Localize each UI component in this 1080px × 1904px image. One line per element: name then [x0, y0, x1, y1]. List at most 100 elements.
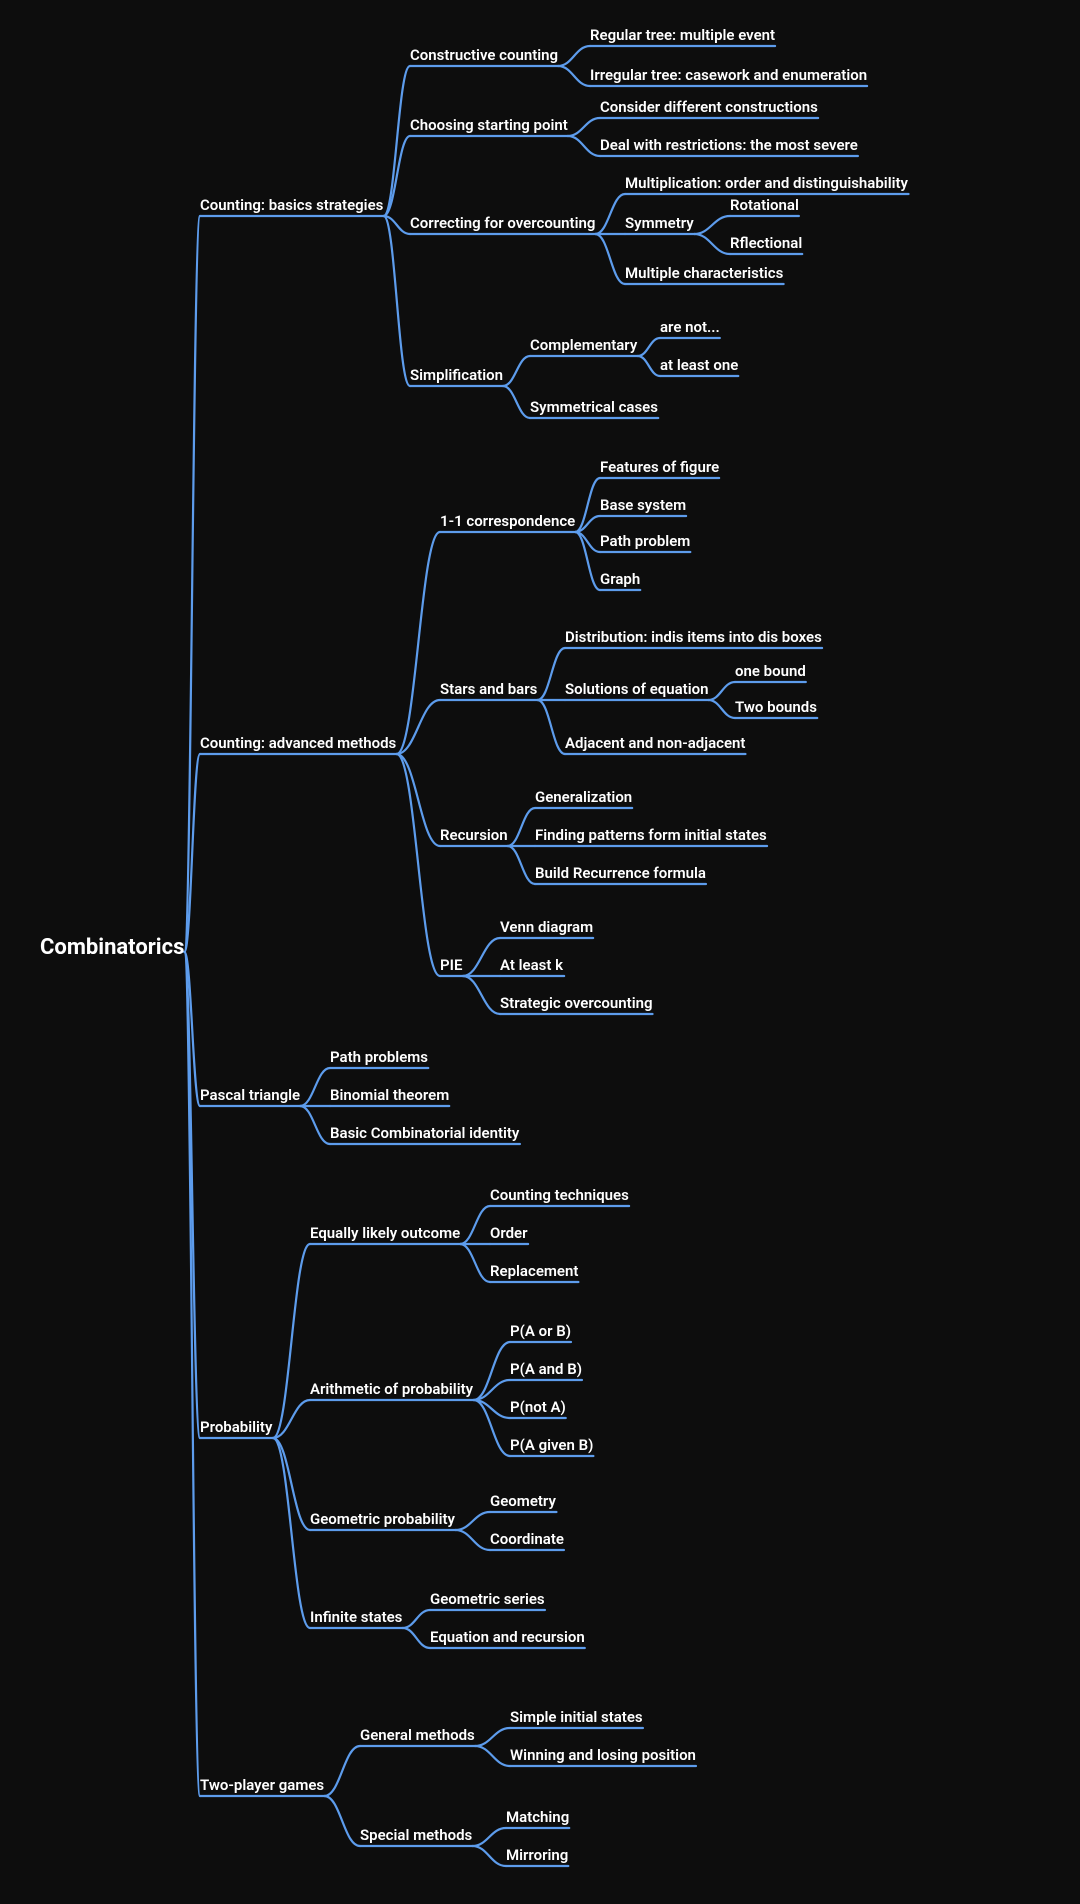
edge: [397, 532, 440, 754]
node-label: Rflectional: [730, 234, 802, 252]
edge: [273, 1438, 310, 1628]
edge: [184, 952, 200, 1796]
node-label: Irregular tree: casework and enumeration: [590, 66, 867, 84]
node-label: Counting techniques: [490, 1186, 629, 1204]
node-label: Matching: [506, 1808, 569, 1826]
node-label: Venn diagram: [500, 918, 593, 936]
node-label: Choosing starting point: [410, 116, 568, 134]
edge: [273, 1244, 310, 1438]
node-label: Graph: [600, 570, 640, 588]
node-label: Stars and bars: [440, 680, 538, 698]
edge: [638, 338, 660, 356]
node-label: Simplification: [410, 366, 503, 384]
nodes-layer: Combinatorics Counting: basics strategies…: [40, 26, 909, 1864]
node-label: Finding patterns form initial states: [535, 826, 767, 844]
edge: [403, 1628, 430, 1648]
edge: [694, 216, 730, 234]
edge: [473, 1828, 506, 1846]
node-label: Arithmetic of probability: [310, 1380, 474, 1398]
node-label: Basic Combinatorial identity: [330, 1124, 520, 1142]
node-label: Rotational: [730, 196, 799, 214]
node-label: P(not A): [510, 1398, 566, 1416]
edge: [508, 846, 535, 884]
edge: [503, 386, 530, 418]
mindmap-svg: Combinatorics Counting: basics strategies…: [0, 0, 1080, 1904]
edge: [708, 700, 735, 718]
edge: [708, 682, 735, 700]
node-label: Constructive counting: [410, 46, 558, 64]
edge: [384, 216, 410, 386]
node-label: Equally likely outcome: [310, 1224, 460, 1242]
node-label: Infinite states: [310, 1608, 403, 1626]
node-label: Correcting for overcounting: [410, 214, 595, 232]
node-label: Binomial theorem: [330, 1086, 449, 1104]
node-label: Symmetry: [625, 214, 694, 232]
edge: [403, 1610, 430, 1628]
edge: [456, 1530, 490, 1550]
edge: [300, 1068, 330, 1106]
edge: [538, 700, 565, 754]
node-label: Adjacent and non-adjacent: [565, 734, 745, 752]
node-label: Base system: [600, 496, 686, 514]
edge: [397, 754, 440, 976]
node-label: Geometric probability: [310, 1510, 456, 1528]
node-label: Multiple characteristics: [625, 264, 784, 282]
node-label: General methods: [360, 1726, 475, 1744]
node-label: Geometry: [490, 1492, 556, 1510]
edge: [595, 234, 625, 284]
node-label: Recursion: [440, 826, 508, 844]
edge: [694, 234, 730, 254]
edge: [463, 976, 500, 1014]
edge: [568, 118, 600, 136]
node-label: Probability: [200, 1418, 273, 1436]
node-label: Build Recurrence formula: [535, 864, 706, 882]
node-label: P(A and B): [510, 1360, 582, 1378]
node-label: Replacement: [490, 1262, 578, 1280]
node-label: Features of figure: [600, 458, 719, 476]
node-label: Geometric series: [430, 1590, 545, 1608]
node-label: Consider different constructions: [600, 98, 818, 116]
node-label: Mirroring: [506, 1846, 568, 1864]
node-label: Deal with restrictions: the most severe: [600, 136, 858, 154]
node-label: Symmetrical cases: [530, 398, 658, 416]
node-label: Simple initial states: [510, 1708, 643, 1726]
edge: [324, 1746, 360, 1796]
node-label: Path problem: [600, 532, 690, 550]
node-label: Strategic overcounting: [500, 994, 653, 1012]
edge: [508, 808, 535, 846]
edge: [397, 754, 440, 846]
edge: [456, 1512, 490, 1530]
node-label: are not...: [660, 318, 720, 336]
node-label: P(A given B): [510, 1436, 593, 1454]
edge: [475, 1746, 510, 1766]
edge: [638, 356, 660, 376]
node-label: at least one: [660, 356, 738, 374]
node-label: Order: [490, 1224, 528, 1242]
node-label: Counting: basics strategies: [200, 196, 384, 214]
edge: [324, 1796, 360, 1846]
node-label: Distribution: indis items into dis boxes: [565, 628, 822, 646]
edge: [463, 938, 500, 976]
edge: [568, 136, 600, 156]
edge: [503, 356, 530, 386]
edge: [558, 66, 590, 86]
node-label: one bound: [735, 662, 806, 680]
node-label: Regular tree: multiple event: [590, 26, 775, 44]
edge: [300, 1106, 330, 1144]
edge: [273, 1438, 310, 1530]
node-label: Counting: advanced methods: [200, 734, 397, 752]
node-label: Coordinate: [490, 1530, 564, 1548]
node-label: Pascal triangle: [200, 1086, 300, 1104]
node-label: Winning and losing position: [510, 1746, 696, 1764]
node-label: P(A or B): [510, 1322, 571, 1340]
edge: [538, 648, 565, 700]
node-label: Multiplication: order and distinguishabi…: [625, 174, 909, 192]
node-label: Solutions of equation: [565, 680, 708, 698]
edge: [460, 1244, 490, 1282]
node-label: Generalization: [535, 788, 632, 806]
node-label: At least k: [500, 956, 564, 974]
node-label: Path problems: [330, 1048, 428, 1066]
node-label: PIE: [440, 956, 463, 974]
node-label: Special methods: [360, 1826, 473, 1844]
root-node-label: Combinatorics: [40, 935, 184, 960]
